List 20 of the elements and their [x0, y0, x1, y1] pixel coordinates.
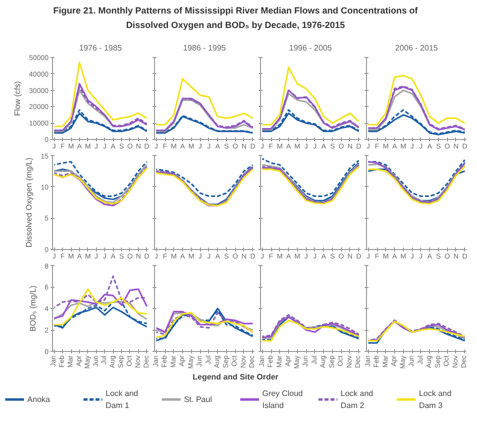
legend-title: Legend and Site Order [192, 372, 278, 382]
legend-label: Grey Cloud Island [262, 388, 303, 410]
legend-label: Anoka [27, 395, 51, 404]
line-series [53, 288, 148, 326]
line-series [53, 301, 148, 320]
legend-label: Lock and Dam 1 [106, 388, 138, 410]
chart-title: 2006 - 2015 [395, 44, 438, 52]
legend-label: Lock and Dam 2 [340, 388, 374, 410]
text: Figure 21. Monthly Patterns of Mississippi River Median Flows and Concentrations of Dissolved Oxygen and BOD₅ by Decade, 1976-2015 [53, 6, 419, 30]
line-series [53, 62, 148, 128]
y-axis-title: Dissolved Oxygen (mg/L) [24, 157, 34, 248]
legend-label: Lock and Dam 3 [418, 388, 452, 410]
legend-label: St. Paul [184, 395, 212, 404]
y-axis-title: BOD₅ (mg/L) [28, 285, 38, 332]
y-axis-title: Flow (cfs) [13, 80, 22, 116]
chart-title: 1976 - 1985 [79, 44, 122, 52]
line-series [53, 288, 148, 319]
line-series [53, 275, 148, 308]
chart-title: 1996 - 2005 [289, 44, 332, 52]
chart-title: 1986 - 1995 [183, 44, 226, 52]
